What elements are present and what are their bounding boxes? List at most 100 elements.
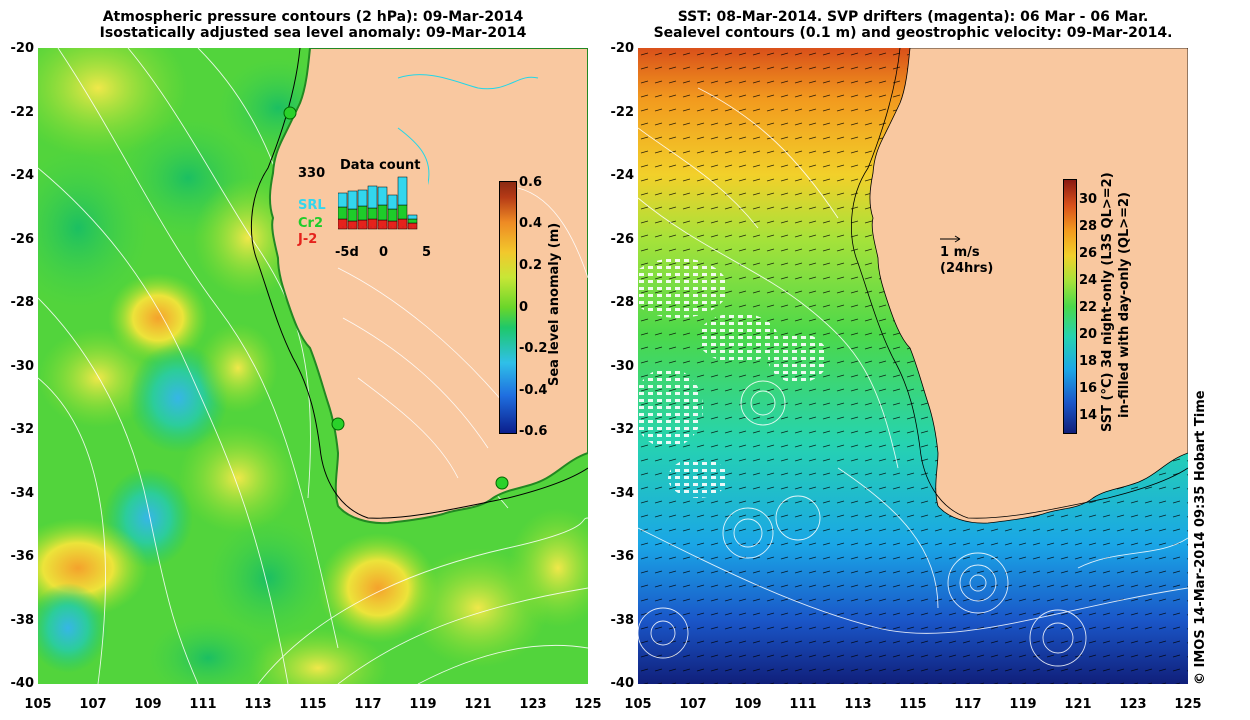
left-cb-tick-6: -0.6 xyxy=(519,424,548,439)
right-lat-tick: -28 xyxy=(610,295,635,310)
inset-bar-segment xyxy=(367,185,378,209)
left-lat-tick: -26 xyxy=(10,232,35,247)
inset-xtick-5: 5 xyxy=(422,245,432,260)
right-lon-tick: 107 xyxy=(679,697,707,712)
left-lat-tick: -22 xyxy=(10,105,35,120)
right-lon-tick: 109 xyxy=(734,697,762,712)
left-cb-tick-4: -0.2 xyxy=(519,341,548,356)
inset-legend-j2: J-2 xyxy=(298,232,318,247)
velocity-period-label: (24hrs) xyxy=(940,261,994,276)
inset-xtick-0: 0 xyxy=(379,245,389,260)
inset-bar-segment xyxy=(377,204,388,221)
left-cb-tick-3: 0 xyxy=(519,300,529,315)
inset-bar-segment xyxy=(387,194,398,210)
left-title-line2: Isostatically adjusted sea level anomaly… xyxy=(99,25,527,41)
inset-bar-segment xyxy=(357,205,368,221)
left-lat-tick: -32 xyxy=(10,422,35,437)
right-cb-tick-4: 22 xyxy=(1079,300,1098,315)
right-map[interactable] xyxy=(638,48,1188,684)
right-lat-tick: -24 xyxy=(610,168,635,183)
right-colorbar xyxy=(1063,179,1077,434)
inset-bar-segment xyxy=(387,208,398,222)
left-lat-tick: -40 xyxy=(10,676,35,691)
right-depth-line xyxy=(851,48,1188,519)
right-cb-tick-1: 28 xyxy=(1079,219,1098,234)
right-cb-tick-3: 24 xyxy=(1079,273,1098,288)
right-sealevel-contours xyxy=(638,87,1188,667)
right-lat-tick: -22 xyxy=(610,105,635,120)
inset-bar-segment xyxy=(347,220,358,230)
inset-bars xyxy=(338,172,428,242)
left-lon-tick: 109 xyxy=(134,697,162,712)
left-lon-tick: 113 xyxy=(244,697,272,712)
left-title-line1: Atmospheric pressure contours (2 hPa): 0… xyxy=(102,9,524,25)
right-cb-tick-2: 26 xyxy=(1079,246,1098,261)
inset-bar-segment xyxy=(407,222,418,230)
left-lon-tick: 123 xyxy=(519,697,547,712)
right-title: SST: 08-Mar-2014. SVP drifters (magenta)… xyxy=(638,9,1188,41)
left-cb-tick-0: 0.6 xyxy=(519,175,543,190)
left-map[interactable] xyxy=(38,48,588,684)
left-colorbar xyxy=(499,181,517,434)
left-lat-tick: -28 xyxy=(10,295,35,310)
inset-bar-segment xyxy=(397,204,408,220)
right-lon-tick: 105 xyxy=(624,697,652,712)
left-coast-depth-line xyxy=(251,48,588,519)
right-lon-tick: 111 xyxy=(789,697,817,712)
left-lon-tick: 115 xyxy=(299,697,327,712)
left-cb-tick-2: 0.2 xyxy=(519,258,543,273)
right-cb-tick-8: 14 xyxy=(1079,408,1098,423)
inset-bar-segment xyxy=(397,176,408,206)
right-lat-tick: -26 xyxy=(610,232,635,247)
left-lon-tick: 119 xyxy=(409,697,437,712)
left-lon-tick: 117 xyxy=(354,697,382,712)
inset-title: Data count xyxy=(340,158,421,173)
left-lon-tick: 121 xyxy=(464,697,492,712)
inset-bar-segment xyxy=(347,190,358,210)
inset-bar-segment xyxy=(338,192,348,208)
inset-bar-segment xyxy=(357,189,368,207)
inset-bar-segment xyxy=(407,218,418,224)
right-title-line1: SST: 08-Mar-2014. SVP drifters (magenta)… xyxy=(677,9,1149,25)
right-cb-tick-7: 16 xyxy=(1079,381,1098,396)
right-lat-tick: -30 xyxy=(610,359,635,374)
left-lat-tick: -24 xyxy=(10,168,35,183)
left-cb-label: Sea level anomaly (m) xyxy=(547,222,562,386)
right-lat-tick: -36 xyxy=(610,549,635,564)
left-lon-tick: 107 xyxy=(79,697,107,712)
right-cb-tick-0: 30 xyxy=(1079,192,1098,207)
inset-bar-segment xyxy=(407,214,418,220)
right-land xyxy=(869,48,1188,524)
inset-bar-segment xyxy=(347,208,358,222)
right-lon-tick: 121 xyxy=(1064,697,1092,712)
right-cb-tick-6: 18 xyxy=(1079,354,1098,369)
left-land-contours xyxy=(337,187,588,479)
right-lat-tick: -20 xyxy=(610,41,635,56)
left-lat-tick: -36 xyxy=(10,549,35,564)
inset-legend-srl: SRL xyxy=(298,198,326,213)
right-lon-tick: 119 xyxy=(1009,697,1037,712)
right-lat-tick: -38 xyxy=(610,613,635,628)
left-cb-tick-1: 0.4 xyxy=(519,216,543,231)
inset-bar-segment xyxy=(377,219,388,230)
inset-legend-cr2: Cr2 xyxy=(298,216,323,231)
inset-bar-segment xyxy=(367,207,378,220)
left-lon-tick: 125 xyxy=(574,697,602,712)
left-lat-tick: -34 xyxy=(10,486,35,501)
inset-xtick-m5: -5d xyxy=(335,245,359,260)
inset-bar-segment xyxy=(377,186,388,206)
inset-max-label: 330 xyxy=(298,166,326,181)
right-cb-label-line2: in-filled with day-only (QL>=2) xyxy=(1117,191,1132,418)
left-lat-tick: -30 xyxy=(10,359,35,374)
right-map-canvas xyxy=(638,48,1188,684)
right-lon-tick: 123 xyxy=(1119,697,1147,712)
right-lat-tick: -32 xyxy=(610,422,635,437)
left-title: Atmospheric pressure contours (2 hPa): 0… xyxy=(38,9,588,41)
left-anomaly-blobs xyxy=(38,48,588,684)
right-lon-tick: 117 xyxy=(954,697,982,712)
left-lat-tick: -38 xyxy=(10,613,35,628)
inset-bar-segment xyxy=(387,220,398,230)
right-lon-tick: 125 xyxy=(1174,697,1202,712)
right-lon-tick: 115 xyxy=(899,697,927,712)
right-lat-tick: -34 xyxy=(610,486,635,501)
